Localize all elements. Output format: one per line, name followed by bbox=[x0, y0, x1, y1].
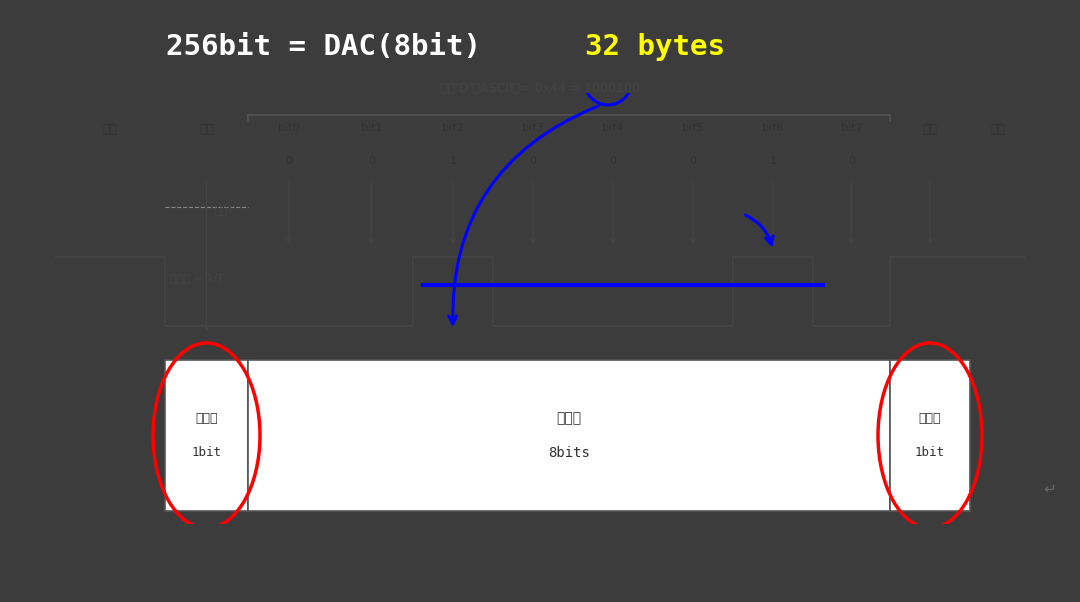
Text: 256bit = DAC(8bit): 256bit = DAC(8bit) bbox=[166, 33, 482, 61]
Text: 起始位: 起始位 bbox=[195, 412, 218, 425]
Text: 停止: 停止 bbox=[922, 123, 937, 137]
Text: 停止位: 停止位 bbox=[919, 412, 942, 425]
Text: 1bit: 1bit bbox=[191, 446, 221, 459]
Text: bit7: bit7 bbox=[840, 123, 862, 134]
Text: 1: 1 bbox=[449, 156, 457, 166]
Text: bit0: bit0 bbox=[279, 123, 300, 134]
Text: 空闲: 空闲 bbox=[103, 123, 118, 137]
Bar bbox=[890, 360, 970, 511]
Text: bit3: bit3 bbox=[523, 123, 543, 134]
Text: bit6: bit6 bbox=[762, 123, 784, 134]
Text: bit4: bit4 bbox=[603, 123, 624, 134]
Text: 起始: 起始 bbox=[199, 123, 214, 137]
Text: 0: 0 bbox=[368, 156, 375, 166]
Text: 空闲: 空闲 bbox=[990, 123, 1005, 137]
Text: 0: 0 bbox=[285, 156, 293, 166]
Bar bbox=[248, 360, 890, 511]
Text: 8bits: 8bits bbox=[548, 445, 590, 460]
Text: 1: 1 bbox=[769, 156, 777, 166]
Text: ↵: ↵ bbox=[1043, 482, 1056, 497]
Text: 0: 0 bbox=[689, 156, 697, 166]
Text: 1bit: 1bit bbox=[915, 446, 945, 459]
Text: 0: 0 bbox=[848, 156, 855, 166]
Text: 32 bytes: 32 bytes bbox=[550, 33, 725, 61]
Text: bit5: bit5 bbox=[683, 123, 704, 134]
Text: 字符‘D’的ASCII码= 0x44 = 1000100: 字符‘D’的ASCII码= 0x44 = 1000100 bbox=[440, 82, 640, 96]
Text: 0: 0 bbox=[529, 156, 537, 166]
Text: 0: 0 bbox=[609, 156, 617, 166]
Text: 数据位: 数据位 bbox=[556, 411, 581, 425]
Text: bit2: bit2 bbox=[442, 123, 463, 134]
Text: bit1: bit1 bbox=[361, 123, 382, 134]
Bar bbox=[165, 360, 248, 511]
Text: 波特率 = 1/T: 波特率 = 1/T bbox=[170, 273, 224, 284]
Text: 间隔T: 间隔T bbox=[215, 205, 234, 214]
